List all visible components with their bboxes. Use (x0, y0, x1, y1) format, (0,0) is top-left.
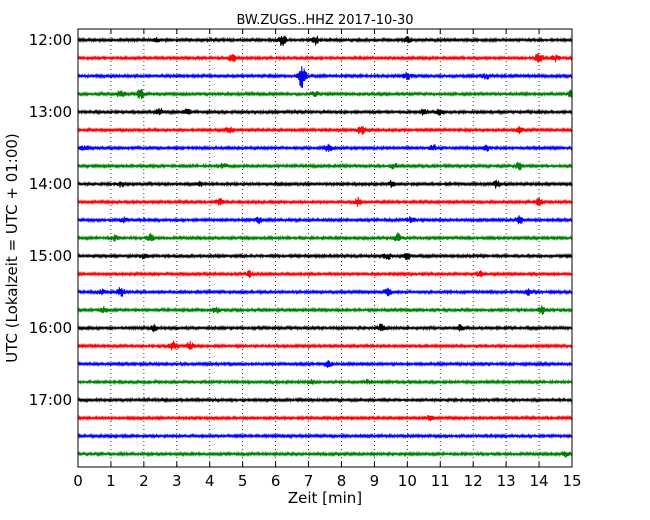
chart-title: BW.ZUGS..HHZ 2017-10-30 (236, 13, 413, 28)
y-tick-label: 17:00 (29, 391, 72, 409)
y-tick-label: 13:00 (29, 103, 72, 121)
trace-row-1430 (77, 215, 573, 225)
x-tick-label: 8 (337, 472, 347, 490)
trace-row-1230 (77, 66, 573, 88)
y-axis-ticks: 12:00 13:00 14:00 15:00 16:00 17:00 (29, 31, 572, 409)
trace-row-1345 (77, 161, 573, 171)
trace-row-1645 (77, 378, 573, 386)
trace-row-1700 (77, 396, 573, 404)
trace-row-1600 (77, 323, 573, 333)
trace-row-1545 (77, 305, 573, 316)
x-axis-ticks: 0 1 2 3 4 5 6 7 8 9 10 11 12 13 14 15 (73, 29, 582, 490)
plot-frame (77, 28, 573, 468)
y-tick-label: 15:00 (29, 247, 72, 265)
y-tick-label: 12:00 (29, 31, 72, 49)
y-tick-label: 14:00 (29, 175, 72, 193)
x-tick-label: 12 (464, 472, 483, 490)
trace-row-1630 (77, 359, 573, 368)
trace-row-1515 (77, 269, 573, 278)
y-axis-label: UTC (Lokalzeit = UTC + 01:00) (3, 133, 21, 363)
x-tick-label: 2 (139, 472, 149, 490)
trace-row-1730 (77, 432, 573, 440)
trace-row-1400 (77, 179, 573, 189)
trace-row-1415 (77, 196, 573, 207)
x-tick-label: 10 (398, 472, 417, 490)
x-tick-label: 5 (238, 472, 248, 490)
trace-row-1315 (77, 125, 573, 135)
trace-row-1215 (77, 52, 573, 63)
trace-row-1445 (77, 232, 573, 242)
trace-row-1200 (77, 35, 573, 47)
trace-row-1300 (77, 107, 573, 116)
x-tick-label: 0 (73, 472, 83, 490)
trace-row-1500 (77, 252, 573, 261)
x-tick-label: 1 (106, 472, 116, 490)
y-tick-label: 16:00 (29, 319, 72, 337)
x-tick-label: 13 (497, 472, 516, 490)
x-tick-label: 7 (304, 472, 314, 490)
x-tick-label: 3 (172, 472, 182, 490)
x-tick-label: 14 (530, 472, 549, 490)
trace-row-1615 (77, 340, 573, 351)
x-tick-label: 15 (562, 472, 581, 490)
trace-rows (77, 35, 573, 458)
x-tick-label: 4 (205, 472, 215, 490)
x-tick-label: 11 (431, 472, 450, 490)
trace-row-1530 (77, 287, 573, 297)
trace-row-1715 (77, 414, 573, 422)
trace-row-1745 (77, 450, 573, 458)
x-tick-label: 9 (370, 472, 380, 490)
x-tick-label: 6 (271, 472, 281, 490)
x-axis-label: Zeit [min] (288, 489, 362, 507)
trace-row-1245 (77, 89, 573, 100)
trace-row-1330 (77, 143, 573, 153)
